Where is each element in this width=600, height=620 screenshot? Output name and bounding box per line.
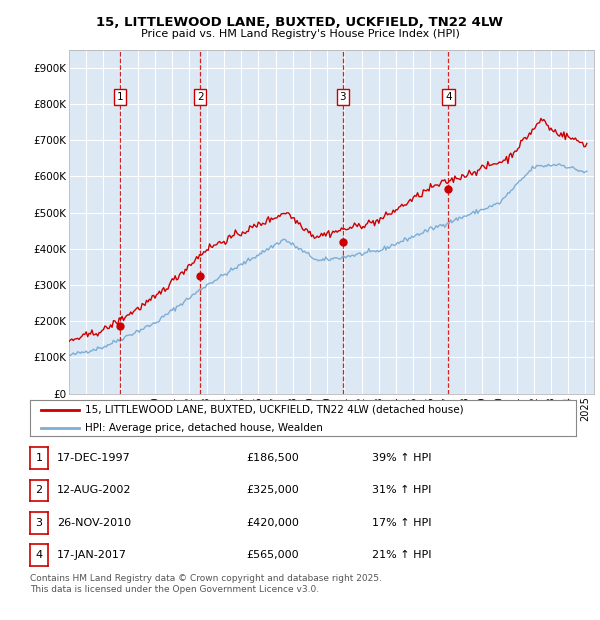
- Text: 15, LITTLEWOOD LANE, BUXTED, UCKFIELD, TN22 4LW: 15, LITTLEWOOD LANE, BUXTED, UCKFIELD, T…: [97, 16, 503, 29]
- Text: 3: 3: [340, 92, 346, 102]
- Text: £186,500: £186,500: [246, 453, 299, 463]
- Text: £325,000: £325,000: [246, 485, 299, 495]
- Text: Price paid vs. HM Land Registry's House Price Index (HPI): Price paid vs. HM Land Registry's House …: [140, 29, 460, 39]
- Text: 2: 2: [35, 485, 43, 495]
- Text: 17-DEC-1997: 17-DEC-1997: [57, 453, 131, 463]
- Text: £565,000: £565,000: [246, 550, 299, 560]
- Text: £420,000: £420,000: [246, 518, 299, 528]
- Text: 12-AUG-2002: 12-AUG-2002: [57, 485, 131, 495]
- Text: 3: 3: [35, 518, 43, 528]
- Text: 17-JAN-2017: 17-JAN-2017: [57, 550, 127, 560]
- Text: 2: 2: [197, 92, 203, 102]
- Text: 39% ↑ HPI: 39% ↑ HPI: [372, 453, 431, 463]
- Text: 4: 4: [35, 550, 43, 560]
- Text: 21% ↑ HPI: 21% ↑ HPI: [372, 550, 431, 560]
- Text: 15, LITTLEWOOD LANE, BUXTED, UCKFIELD, TN22 4LW (detached house): 15, LITTLEWOOD LANE, BUXTED, UCKFIELD, T…: [85, 405, 463, 415]
- Text: Contains HM Land Registry data © Crown copyright and database right 2025.
This d: Contains HM Land Registry data © Crown c…: [30, 574, 382, 593]
- Text: 1: 1: [116, 92, 123, 102]
- Text: 17% ↑ HPI: 17% ↑ HPI: [372, 518, 431, 528]
- Text: HPI: Average price, detached house, Wealden: HPI: Average price, detached house, Weal…: [85, 423, 322, 433]
- Text: 26-NOV-2010: 26-NOV-2010: [57, 518, 131, 528]
- Text: 4: 4: [445, 92, 452, 102]
- Text: 31% ↑ HPI: 31% ↑ HPI: [372, 485, 431, 495]
- Text: 1: 1: [35, 453, 43, 463]
